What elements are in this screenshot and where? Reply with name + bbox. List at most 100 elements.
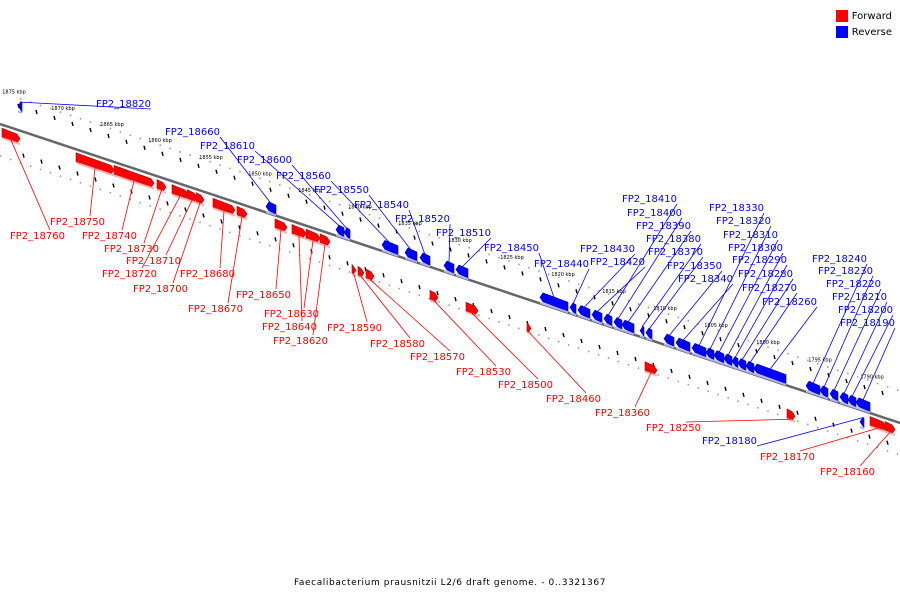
- gene-label: FP2_18200: [838, 305, 893, 316]
- forward-tick: [742, 392, 745, 397]
- gene-arrow: [613, 317, 623, 330]
- gene-arrow: [465, 301, 479, 316]
- gene-leader: [461, 237, 492, 268]
- gene-leader: [538, 252, 555, 298]
- gene-leader: [227, 216, 243, 304]
- scale-tick-label: 1870 kbp: [51, 106, 75, 112]
- gene-arrow: [343, 227, 351, 240]
- gene-arrow: [381, 240, 399, 256]
- gene-leader: [353, 273, 368, 323]
- gene-arrow: [603, 313, 613, 327]
- reverse-tick: [737, 342, 740, 348]
- gene-leader: [254, 150, 341, 227]
- gene-leader: [448, 223, 451, 263]
- reverse-tick: [35, 109, 38, 115]
- gene-label: FP2_18280: [738, 269, 793, 280]
- gene-shadow: [676, 347, 690, 354]
- forward-tick: [94, 177, 97, 182]
- gene-arrow: [569, 302, 577, 315]
- reverse-tick: [773, 354, 776, 360]
- gene-leader: [360, 276, 411, 339]
- forward-tick: [706, 380, 709, 386]
- legend-forward: Forward: [835, 8, 892, 24]
- gene-shadow: [856, 406, 870, 414]
- gene-shadow: [806, 390, 820, 397]
- gene-shadow: [456, 273, 468, 280]
- gene-label: FP2_18530: [456, 367, 511, 378]
- forward-tick: [418, 285, 421, 290]
- scale-tick-label: 1865 kbp: [100, 122, 124, 128]
- gene-leader: [369, 279, 451, 352]
- gene-shadow: [604, 323, 612, 328]
- gene-label: FP2_18360: [595, 408, 650, 419]
- reverse-tick: [125, 139, 128, 145]
- reverse-tick: [575, 289, 578, 294]
- gene-leader: [298, 235, 303, 322]
- gene-leader: [408, 209, 426, 255]
- gene-leader: [648, 256, 704, 330]
- forward-tick: [328, 255, 331, 260]
- gene-leader: [10, 139, 51, 231]
- gene-arrow: [351, 263, 357, 276]
- gene-leader: [172, 202, 201, 284]
- gene-leader: [607, 203, 678, 316]
- gene-shadow: [420, 262, 430, 268]
- gene-label: FP2_18740: [82, 231, 137, 242]
- gene-arrow: [335, 224, 345, 238]
- reverse-tick: [341, 211, 344, 216]
- gene-label: FP2_18570: [410, 352, 465, 363]
- gene-shadow: [732, 365, 738, 370]
- reverse-tick: [467, 253, 470, 258]
- gene-label: FP2_18580: [370, 339, 425, 350]
- gene-shadow: [646, 337, 652, 342]
- gene-leader: [769, 306, 818, 370]
- forward-tick: [346, 261, 349, 266]
- gene-shadow: [187, 198, 197, 204]
- gene-arrow: [404, 247, 418, 262]
- scale-tick-label: 1805 kbp: [704, 323, 728, 329]
- forward-tick: [382, 273, 385, 278]
- forward-tick: [634, 356, 637, 362]
- gene-label: FP2_18500: [498, 380, 553, 391]
- forward-tick: [184, 207, 187, 212]
- gene-leader: [799, 427, 879, 452]
- reverse-tick: [287, 193, 290, 198]
- gene-arrow: [829, 388, 839, 402]
- scale-tick-label: 1855 kbp: [199, 155, 223, 161]
- gene-shadow: [640, 335, 644, 339]
- gene-shadow: [714, 359, 724, 366]
- gene-shadow: [692, 352, 706, 360]
- gene-label: FP2_18420: [590, 257, 645, 268]
- reverse-tick: [305, 199, 308, 204]
- reverse-tick: [539, 277, 542, 282]
- gene-leader: [19, 101, 152, 110]
- gene-leader: [596, 266, 646, 313]
- gene-arrow: [805, 380, 821, 396]
- gene-leader: [851, 314, 894, 397]
- forward-tick: [22, 153, 25, 158]
- forward-tick: [670, 368, 673, 374]
- gene-label: FP2_18520: [395, 214, 450, 225]
- forward-tick: [166, 201, 169, 206]
- reverse-tick: [701, 331, 704, 336]
- gene-leader: [89, 168, 96, 217]
- gene-arrow: [75, 152, 115, 175]
- reverse-tick: [719, 337, 722, 342]
- gene-arrow: [455, 264, 469, 279]
- gene-arrow: [265, 201, 277, 215]
- gene-label: FP2_18170: [760, 452, 815, 463]
- forward-tick: [40, 159, 43, 164]
- forward-tick: [796, 410, 799, 415]
- gene-label: FP2_18450: [484, 243, 539, 254]
- gene-arrow: [859, 416, 865, 429]
- gene-leader: [312, 244, 326, 336]
- gene-leader: [749, 292, 798, 363]
- forward-tick: [778, 404, 781, 409]
- gene-arrow: [691, 343, 707, 358]
- scale-tick-label: 1810 kbp: [653, 306, 677, 312]
- forward-tick: [724, 386, 727, 392]
- gene-arrow: [591, 309, 603, 323]
- gene-label: FP2_18440: [534, 259, 589, 270]
- gene-arrow: [884, 421, 896, 435]
- forward-track: [0, 155, 900, 456]
